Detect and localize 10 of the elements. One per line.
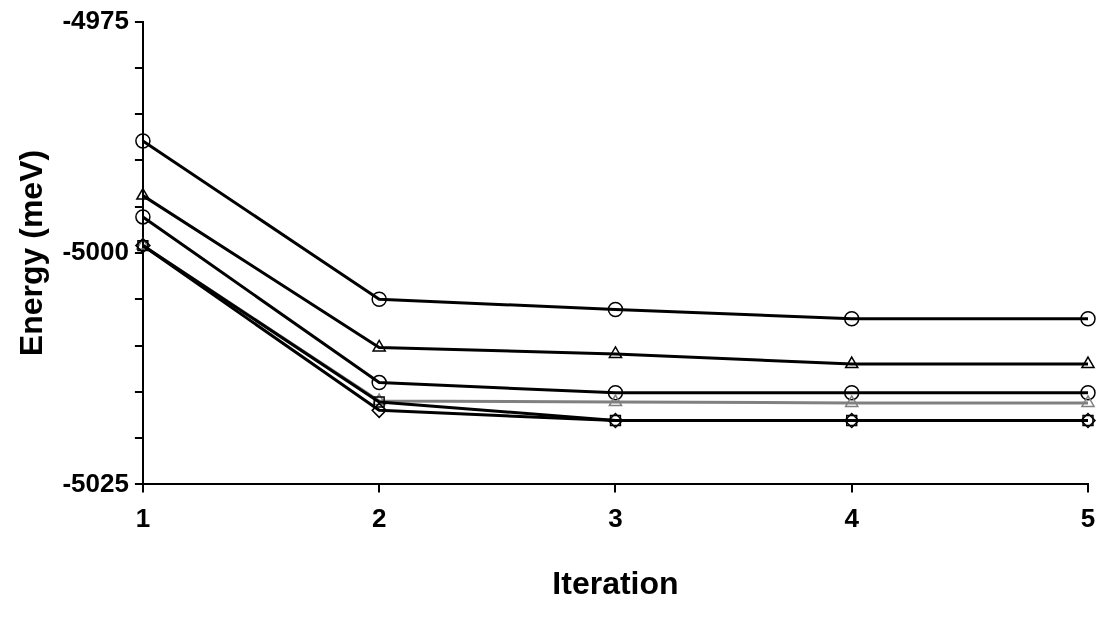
y-tick-label: -5025: [62, 467, 129, 498]
x-tick-label: 2: [371, 503, 387, 534]
x-axis-title: Iteration: [552, 564, 679, 601]
y-tick-label: -4975: [62, 4, 129, 35]
x-tick-label: 5: [1080, 503, 1096, 534]
x-tick-label: 4: [844, 503, 860, 534]
y-axis-title: Energy (meV): [13, 149, 50, 357]
y-tick-label: -5000: [62, 236, 129, 267]
x-tick-label: 1: [135, 503, 151, 534]
x-tick-label: 3: [608, 503, 623, 534]
